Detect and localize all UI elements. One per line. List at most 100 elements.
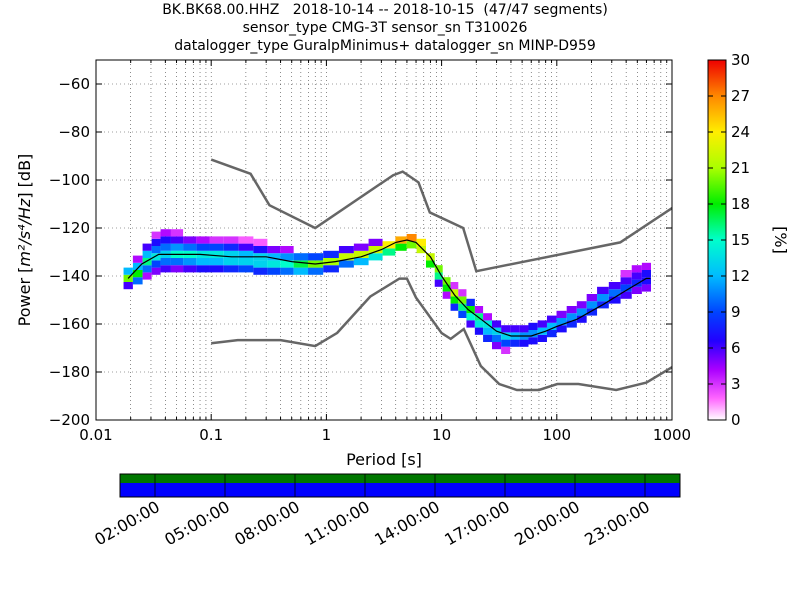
chart-title-line-1: BK.BK68.00.HHZ 2018-10-14 -- 2018-10-15 … — [162, 2, 608, 18]
density-cell — [483, 327, 493, 335]
density-cell — [223, 265, 239, 273]
density-cell — [123, 267, 133, 275]
colorbar-tick-label: 12 — [731, 267, 750, 285]
density-cell — [338, 253, 354, 261]
density-cell — [238, 243, 254, 251]
density-cell — [183, 236, 197, 244]
density-cell — [620, 270, 632, 278]
colorbar-tick-label: 3 — [731, 375, 741, 393]
density-cell — [641, 284, 652, 292]
colorbar-tick-label: 15 — [731, 231, 750, 249]
density-cell — [641, 277, 652, 285]
density-cell — [576, 301, 587, 309]
density-cell — [510, 325, 520, 333]
median-curve — [127, 239, 651, 337]
density-cell — [620, 284, 632, 292]
density-cell — [238, 250, 254, 258]
density-cell — [608, 282, 621, 290]
density-cell — [528, 337, 538, 345]
x-axis-label: Period [s] — [346, 450, 422, 469]
density-cell — [238, 258, 254, 266]
density-cell — [466, 298, 475, 306]
density-cell — [151, 253, 161, 261]
density-cell — [641, 262, 652, 270]
density-cell — [466, 306, 475, 314]
y-axis-label: Power [m²/s⁴/Hz] [dB] — [15, 154, 34, 327]
density-cell — [450, 303, 459, 311]
density-cell — [253, 246, 268, 254]
y-tick-label: −160 — [49, 315, 90, 333]
density-cell — [528, 322, 538, 330]
density-cell — [556, 310, 567, 318]
x-tick-label: 10 — [432, 426, 451, 444]
density-cell — [267, 246, 281, 254]
density-cell — [586, 308, 598, 316]
y-tick-label: −200 — [49, 411, 90, 429]
density-cell — [492, 320, 502, 328]
noise-models — [210, 158, 672, 392]
density-cell — [406, 241, 417, 249]
density-cell — [466, 313, 475, 321]
coverage-time-label: 08:00:00 — [231, 497, 303, 549]
density-cell — [608, 296, 621, 304]
y-tick-label: −140 — [49, 267, 90, 285]
colorbar-tick-label: 18 — [731, 195, 750, 213]
x-tick-label: 100 — [542, 426, 571, 444]
density-cell — [142, 243, 152, 251]
density-cell — [223, 243, 239, 251]
density-cell — [196, 265, 210, 273]
x-tick-label: 1 — [322, 426, 332, 444]
density-cell — [416, 246, 426, 254]
coverage-data-strip — [120, 483, 680, 497]
coverage-time-label: 05:00:00 — [161, 497, 233, 549]
density-cell — [597, 294, 609, 302]
density-cell — [151, 246, 161, 254]
colorbar-label: [%] — [771, 226, 790, 254]
density-cell — [223, 258, 239, 266]
density-cell — [474, 320, 484, 328]
density-cell — [160, 258, 171, 266]
noise-model-nhnm — [210, 158, 672, 273]
coverage-time-label: 14:00:00 — [371, 497, 443, 549]
y-tick-label: −100 — [49, 171, 90, 189]
density-cell — [458, 310, 467, 318]
density-cell — [170, 236, 184, 244]
density-cell — [280, 253, 294, 261]
density-cell — [151, 260, 161, 268]
density-cell — [183, 258, 197, 266]
density-cell — [338, 260, 354, 268]
density-cell — [223, 250, 239, 258]
density-cell — [170, 243, 184, 251]
density-cell — [586, 294, 598, 302]
density-cell — [293, 267, 309, 275]
density-cell — [160, 243, 171, 251]
density-cell — [209, 236, 224, 244]
density-cell — [209, 265, 224, 273]
density-cell — [458, 296, 467, 304]
density-cell — [442, 284, 451, 292]
density-cell — [293, 253, 309, 261]
density-cell — [631, 265, 642, 273]
colorbar-tick-label: 27 — [731, 87, 750, 105]
density-cell — [183, 243, 197, 251]
chart-title-line-3: datalogger_type GuralpMinimus+ datalogge… — [174, 38, 596, 54]
x-tick-label: 0.1 — [199, 426, 223, 444]
density-cell — [450, 296, 459, 304]
density-cell — [196, 236, 210, 244]
density-cell — [338, 246, 354, 254]
density-cell — [425, 260, 435, 268]
density-cell — [501, 332, 511, 340]
density-cell — [537, 334, 547, 342]
density-cell — [253, 260, 268, 268]
density-cell — [280, 267, 294, 275]
noise-model-nlnm — [211, 277, 672, 392]
density-cell — [253, 238, 268, 246]
colorbar-tick-label: 21 — [731, 159, 750, 177]
density-cell — [474, 306, 484, 314]
density-cell — [280, 260, 294, 268]
density-cell — [556, 325, 567, 333]
density-cell — [238, 265, 254, 273]
x-tick-label: 0.01 — [79, 426, 112, 444]
density-cell — [442, 291, 451, 299]
density-cell — [142, 272, 152, 280]
